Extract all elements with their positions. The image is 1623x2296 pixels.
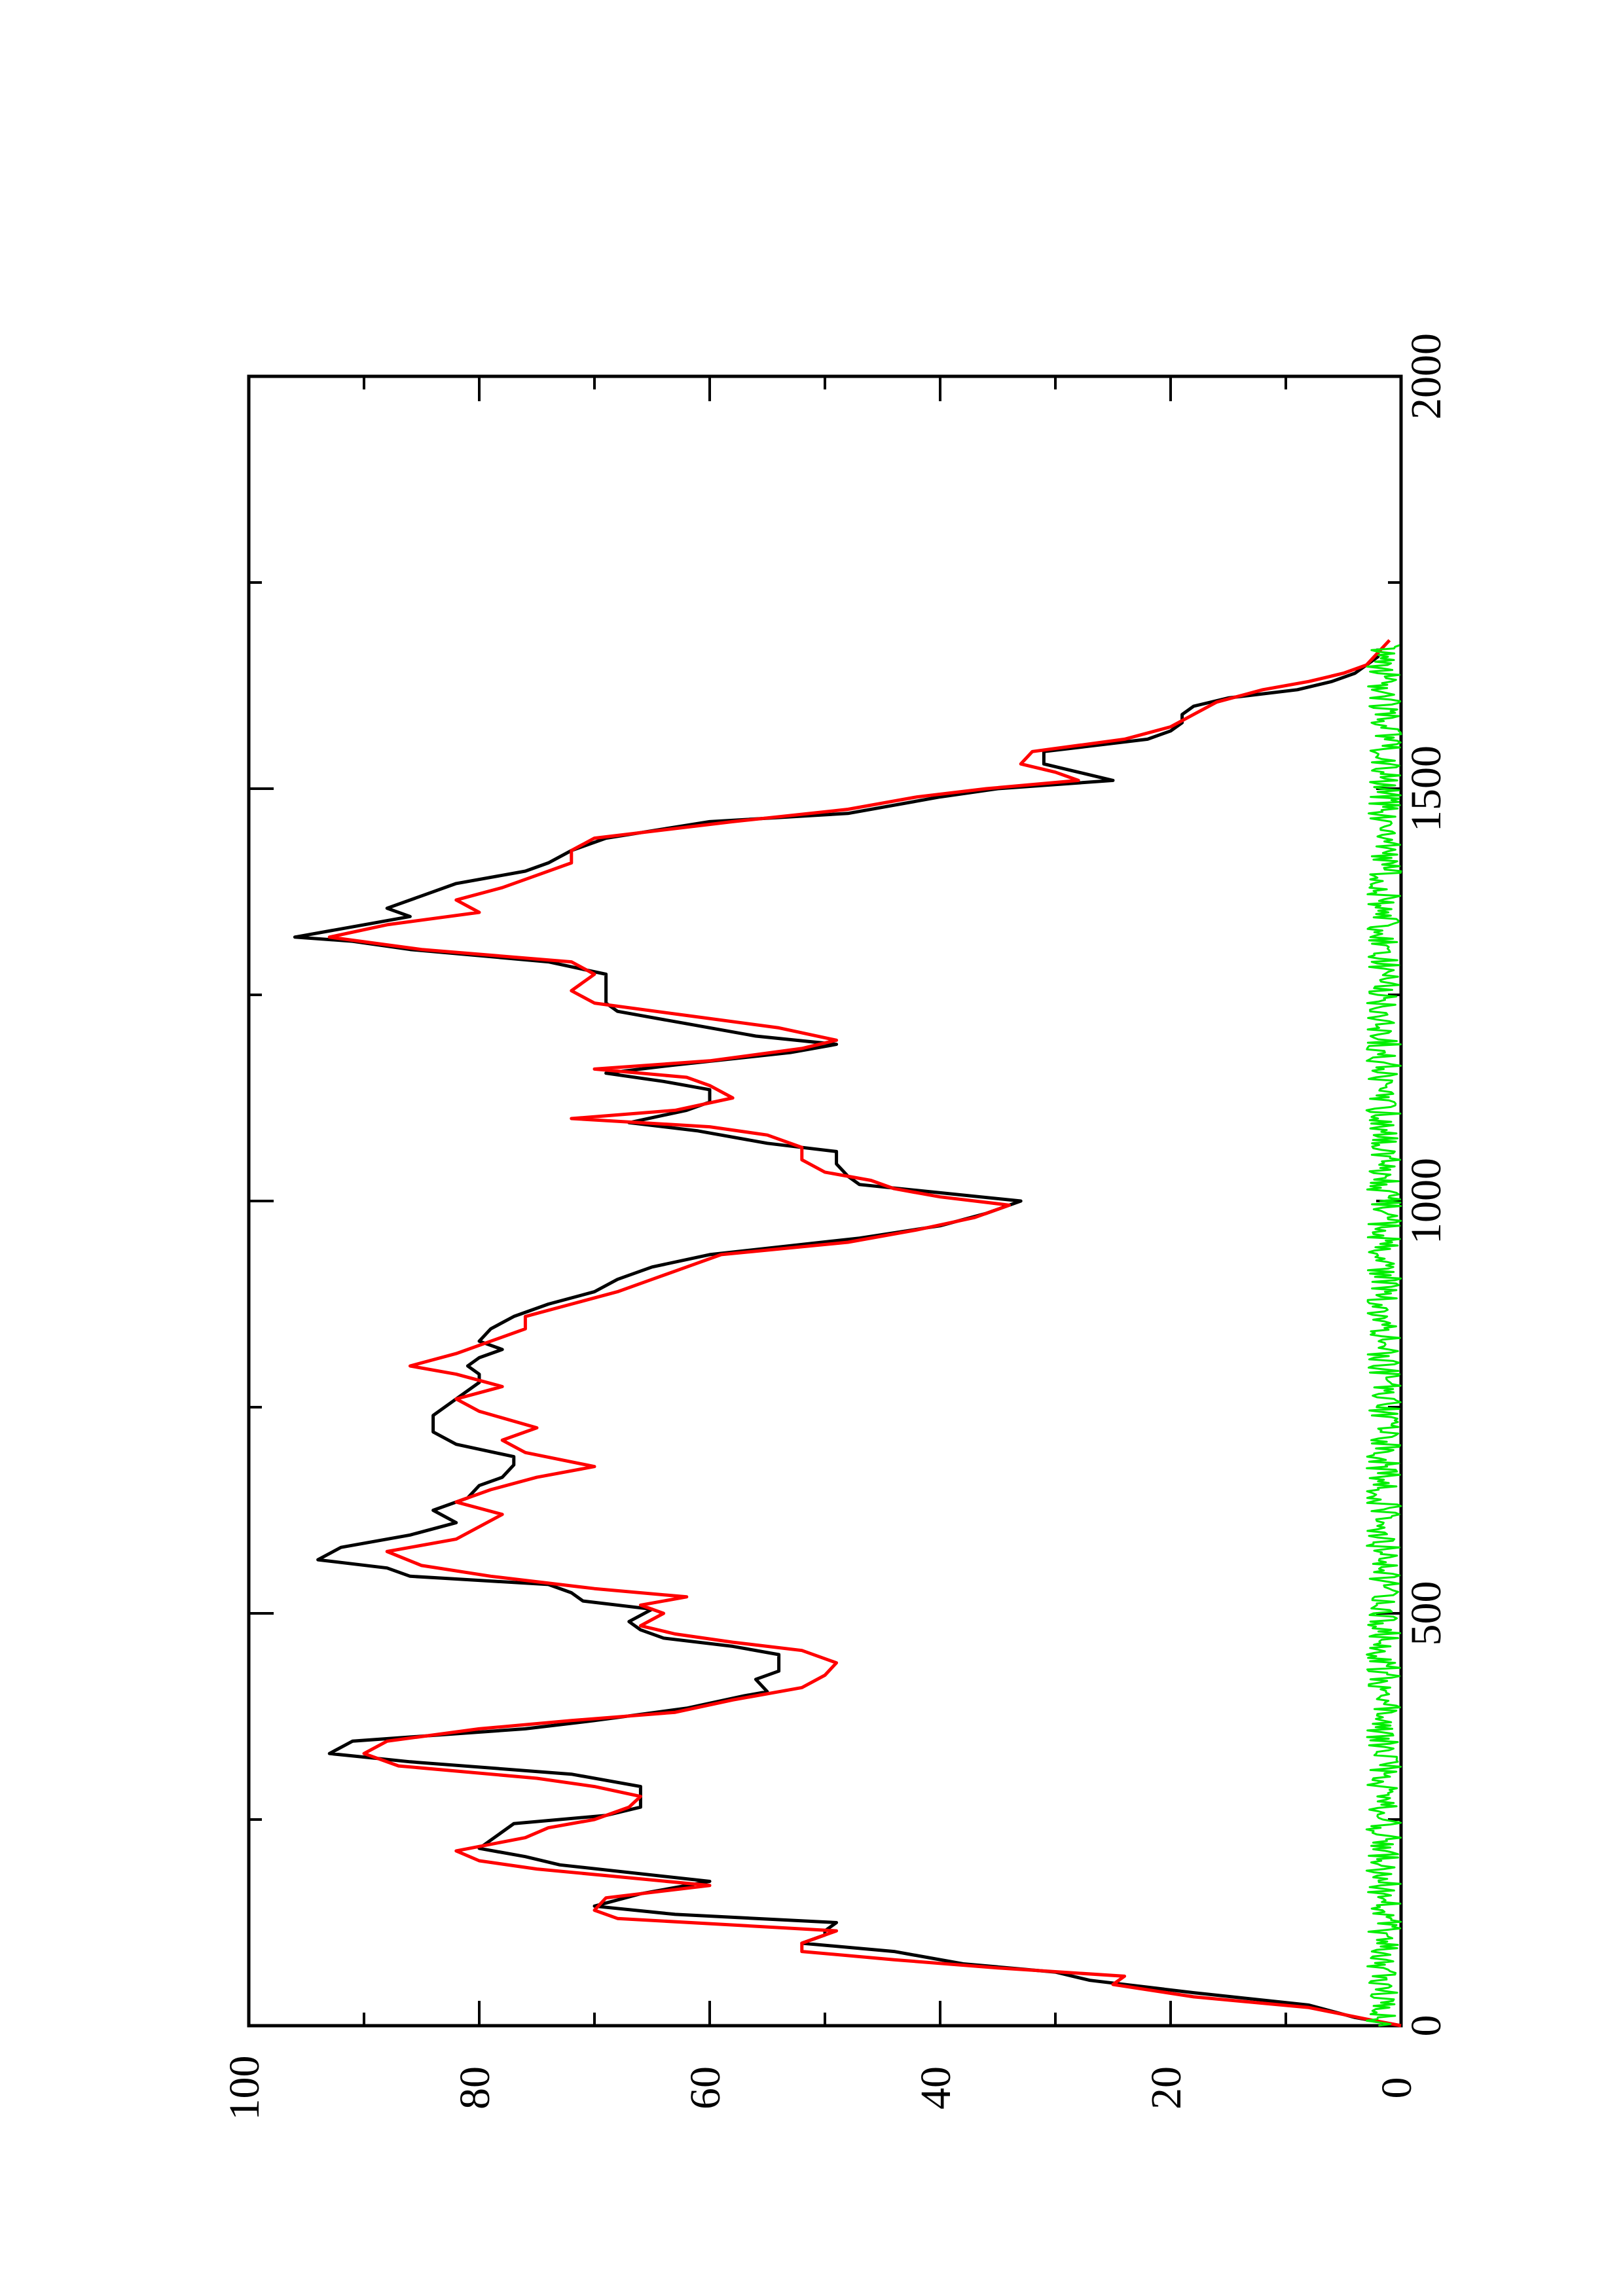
- y-tick-label: 0: [1373, 2077, 1421, 2099]
- x-tick-label: 1500: [1402, 745, 1450, 832]
- plot-frame: [247, 374, 1403, 2028]
- x-tick-label: 0: [1402, 2015, 1450, 2037]
- series-line-3: [1365, 644, 1402, 2027]
- y-tick-label: 80: [451, 2066, 499, 2109]
- plot-area: 0 500 1000 1500 2000 0 20 40 60 80 100: [221, 333, 1450, 2121]
- series-line-1: [293, 648, 1402, 2028]
- series-line-2: [327, 639, 1402, 2028]
- y-tick-label: 40: [912, 2066, 960, 2109]
- y-tick-label: 60: [682, 2066, 729, 2109]
- x-tick-label: 2000: [1402, 333, 1450, 420]
- y-tick-label: 100: [221, 2056, 268, 2121]
- y-tick-label: 20: [1142, 2066, 1190, 2109]
- x-tick-label: 1000: [1402, 1158, 1450, 1244]
- x-tick-label: 500: [1402, 1581, 1450, 1646]
